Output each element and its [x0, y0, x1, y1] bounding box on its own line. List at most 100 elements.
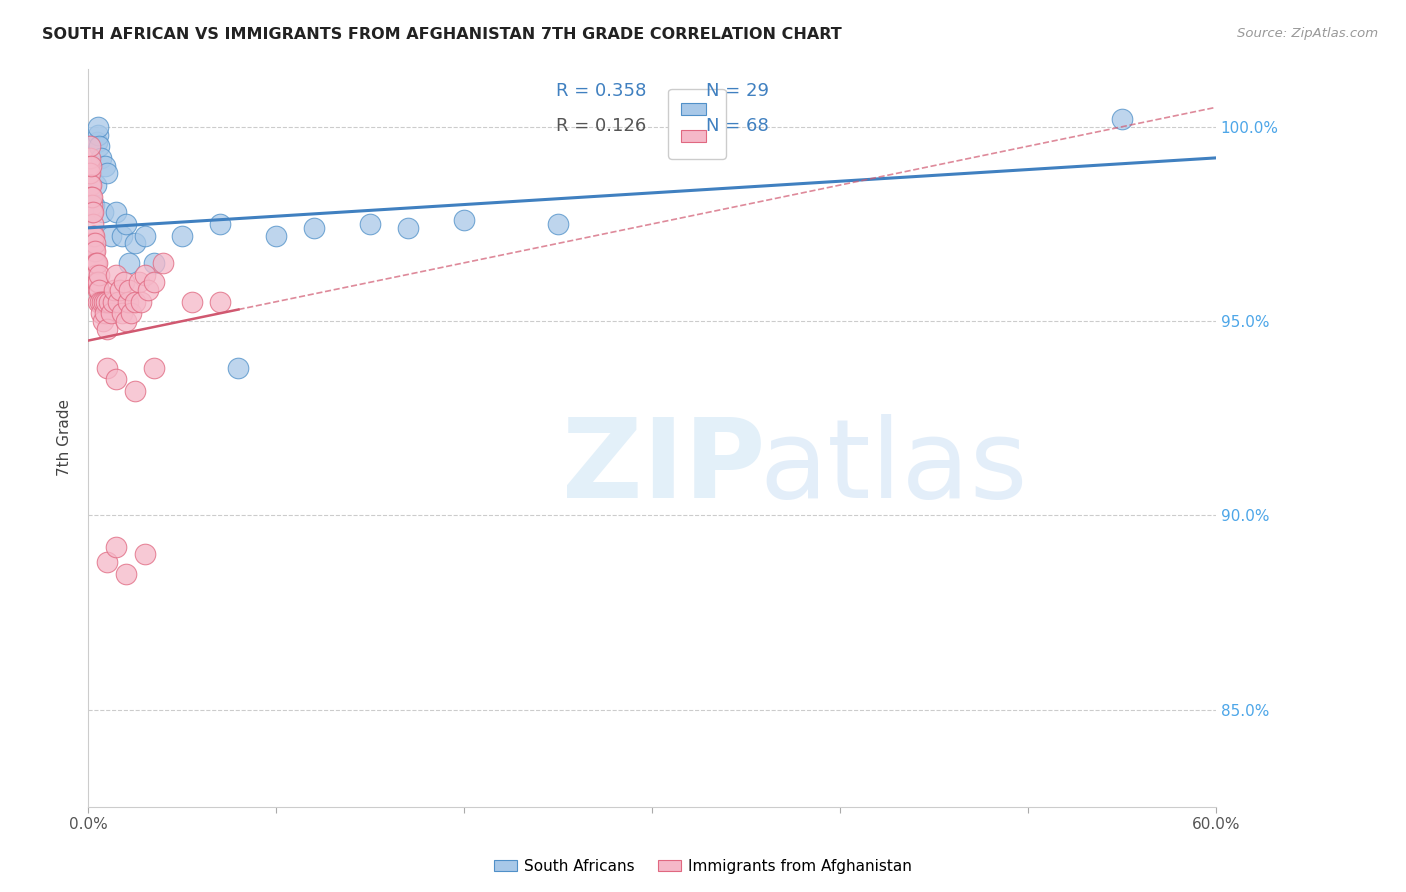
Point	[84, 268, 107, 282]
Point	[80, 197, 103, 211]
Point	[84, 256, 107, 270]
Point	[124, 236, 146, 251]
Point	[547, 217, 569, 231]
Point	[114, 217, 136, 231]
Legend: , : ,	[668, 88, 725, 159]
Point	[105, 540, 128, 554]
Point	[105, 372, 128, 386]
Point	[80, 205, 103, 219]
Point	[86, 275, 108, 289]
Point	[180, 294, 202, 309]
Text: ZIP: ZIP	[562, 414, 765, 521]
Point	[124, 294, 146, 309]
Point	[89, 139, 111, 153]
Point	[77, 166, 100, 180]
Point	[89, 294, 111, 309]
Point	[89, 283, 111, 297]
Point	[96, 322, 118, 336]
Text: N = 68: N = 68	[706, 117, 769, 135]
Point	[91, 314, 114, 328]
Point	[96, 166, 118, 180]
Point	[83, 256, 105, 270]
Point	[1111, 112, 1133, 126]
Text: Source: ZipAtlas.com: Source: ZipAtlas.com	[1237, 27, 1378, 40]
Point	[94, 306, 117, 320]
Point	[134, 268, 156, 282]
Point	[118, 256, 141, 270]
Text: R = 0.126: R = 0.126	[555, 117, 647, 135]
Point	[105, 205, 128, 219]
Point	[90, 151, 112, 165]
Point	[82, 236, 104, 251]
Point	[101, 294, 124, 309]
Point	[80, 178, 103, 193]
Point	[112, 275, 135, 289]
Point	[142, 256, 165, 270]
Point	[90, 306, 112, 320]
Point	[91, 294, 114, 309]
Point	[86, 283, 108, 297]
Point	[129, 294, 152, 309]
Point	[208, 217, 231, 231]
Point	[96, 555, 118, 569]
Point	[93, 294, 115, 309]
Point	[134, 228, 156, 243]
Text: atlas: atlas	[759, 414, 1028, 521]
Point	[100, 228, 122, 243]
Point	[79, 159, 101, 173]
Point	[134, 547, 156, 561]
Point	[82, 205, 104, 219]
Point	[91, 205, 114, 219]
Point	[97, 294, 120, 309]
Point	[118, 283, 141, 297]
Legend: South Africans, Immigrants from Afghanistan: South Africans, Immigrants from Afghanis…	[488, 853, 918, 880]
Point	[79, 151, 101, 165]
Point	[83, 244, 105, 259]
Point	[108, 283, 131, 297]
Point	[114, 314, 136, 328]
Point	[86, 136, 108, 150]
Point	[142, 360, 165, 375]
Y-axis label: 7th Grade: 7th Grade	[58, 400, 72, 476]
Point	[228, 360, 250, 375]
Point	[124, 384, 146, 398]
Point	[83, 228, 105, 243]
Point	[396, 220, 419, 235]
Point	[453, 213, 475, 227]
Point	[105, 268, 128, 282]
Text: SOUTH AFRICAN VS IMMIGRANTS FROM AFGHANISTAN 7TH GRADE CORRELATION CHART: SOUTH AFRICAN VS IMMIGRANTS FROM AFGHANI…	[42, 27, 842, 42]
Point	[79, 139, 101, 153]
Point	[100, 306, 122, 320]
Point	[103, 283, 125, 297]
Point	[80, 190, 103, 204]
Point	[111, 228, 134, 243]
Point	[82, 190, 104, 204]
Point	[136, 283, 159, 297]
Point	[86, 128, 108, 142]
Text: N = 29: N = 29	[706, 82, 769, 100]
Point	[79, 178, 101, 193]
Point	[96, 360, 118, 375]
Point	[82, 228, 104, 243]
Point	[117, 294, 139, 309]
Point	[94, 294, 117, 309]
Point	[87, 120, 110, 134]
Text: R = 0.358: R = 0.358	[555, 82, 647, 100]
Point	[172, 228, 194, 243]
Point	[83, 197, 105, 211]
Point	[302, 220, 325, 235]
Point	[87, 268, 110, 282]
Point	[79, 166, 101, 180]
Point	[84, 244, 107, 259]
Point	[111, 306, 134, 320]
Point	[84, 178, 107, 193]
Point	[152, 256, 174, 270]
Point	[114, 566, 136, 581]
Point	[107, 294, 129, 309]
Point	[86, 256, 108, 270]
Point	[142, 275, 165, 289]
Point	[84, 236, 107, 251]
Point	[128, 275, 150, 289]
Point	[87, 275, 110, 289]
Point	[94, 159, 117, 173]
